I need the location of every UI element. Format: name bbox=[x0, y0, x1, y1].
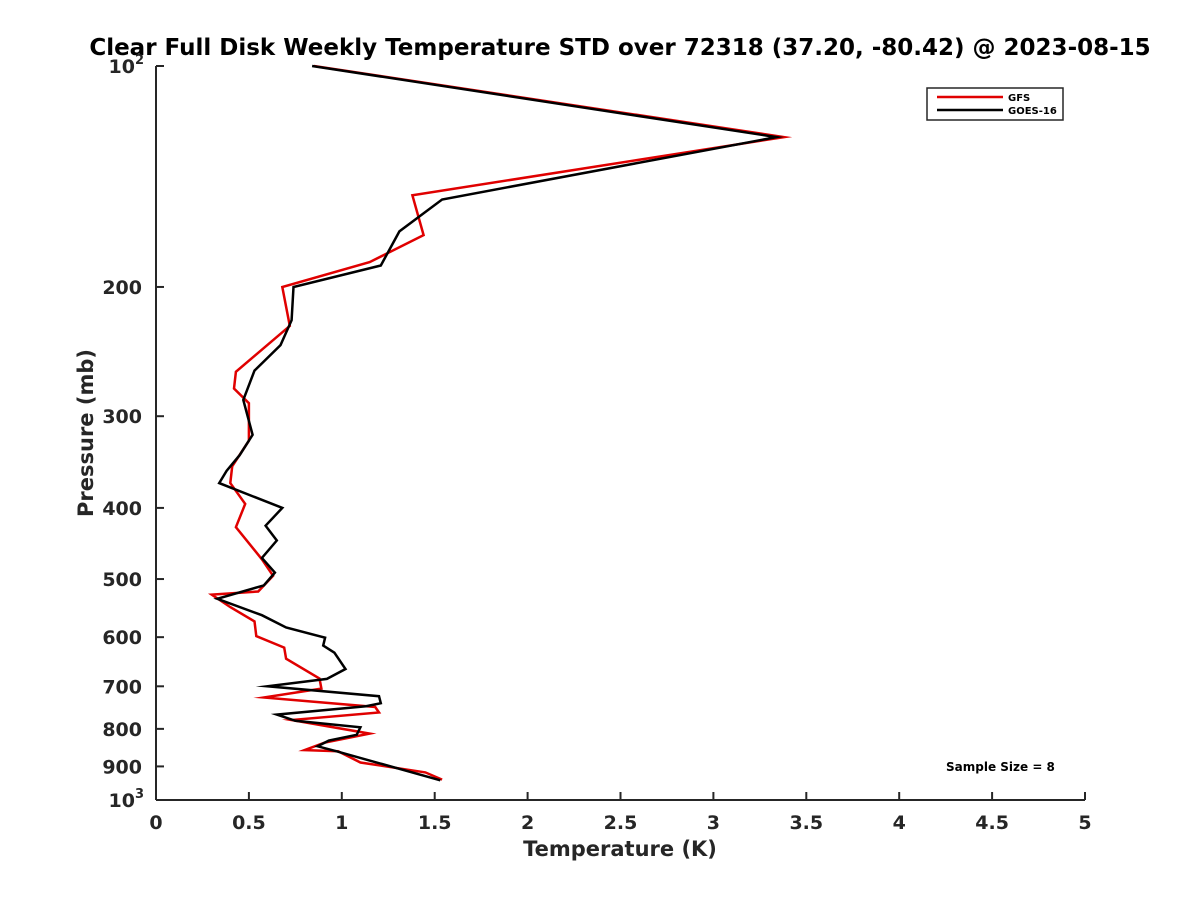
y-tick-label: 300 bbox=[102, 406, 142, 428]
y-tick-label-base: 10 bbox=[109, 56, 135, 78]
x-tick-label: 5 bbox=[1078, 812, 1091, 834]
y-tick-label-exponent: 3 bbox=[135, 787, 144, 802]
y-tick-label-exponent: 2 bbox=[135, 53, 144, 68]
x-tick-label: 1 bbox=[335, 812, 348, 834]
x-tick-label: 0 bbox=[149, 812, 162, 834]
legend-box bbox=[926, 87, 1064, 121]
legend-label-goes16: GOES-16 bbox=[1008, 106, 1057, 117]
y-tick-label-power: 103 bbox=[109, 787, 145, 812]
y-tick-label: 400 bbox=[102, 498, 142, 520]
legend: GFS GOES-16 bbox=[926, 87, 1064, 121]
y-tick-label: 900 bbox=[102, 756, 142, 778]
x-tick-label: 4.5 bbox=[975, 812, 1009, 834]
chart-title: Clear Full Disk Weekly Temperature STD o… bbox=[89, 35, 1150, 61]
sample-size-annotation: Sample Size = 8 bbox=[946, 760, 1055, 774]
y-tick-label-base: 10 bbox=[109, 790, 135, 812]
series-line-goes16 bbox=[213, 64, 785, 782]
y-tick-label: 200 bbox=[102, 277, 142, 299]
y-tick-label: 700 bbox=[102, 676, 142, 698]
y-tick-label: 500 bbox=[102, 569, 142, 591]
x-tick-label: 3.5 bbox=[789, 812, 823, 834]
series-layer bbox=[207, 64, 793, 782]
x-tick-label: 4 bbox=[893, 812, 906, 834]
x-tick-label: 1.5 bbox=[418, 812, 452, 834]
y-axis-label: Pressure (mb) bbox=[74, 349, 98, 517]
y-tick-label-power: 102 bbox=[109, 53, 145, 78]
x-tick-label: 3 bbox=[707, 812, 720, 834]
x-tick-label: 2.5 bbox=[604, 812, 638, 834]
x-axis-label: Temperature (K) bbox=[523, 837, 717, 861]
x-axis-ticks: 0 0.5 1 1.5 2 2.5 3 3.5 4 4.5 5 bbox=[149, 792, 1092, 834]
x-tick-label: 2 bbox=[521, 812, 534, 834]
y-tick-label: 600 bbox=[102, 627, 142, 649]
legend-label-gfs: GFS bbox=[1008, 93, 1030, 104]
x-tick-label: 0.5 bbox=[232, 812, 266, 834]
y-tick-label: 800 bbox=[102, 719, 142, 741]
